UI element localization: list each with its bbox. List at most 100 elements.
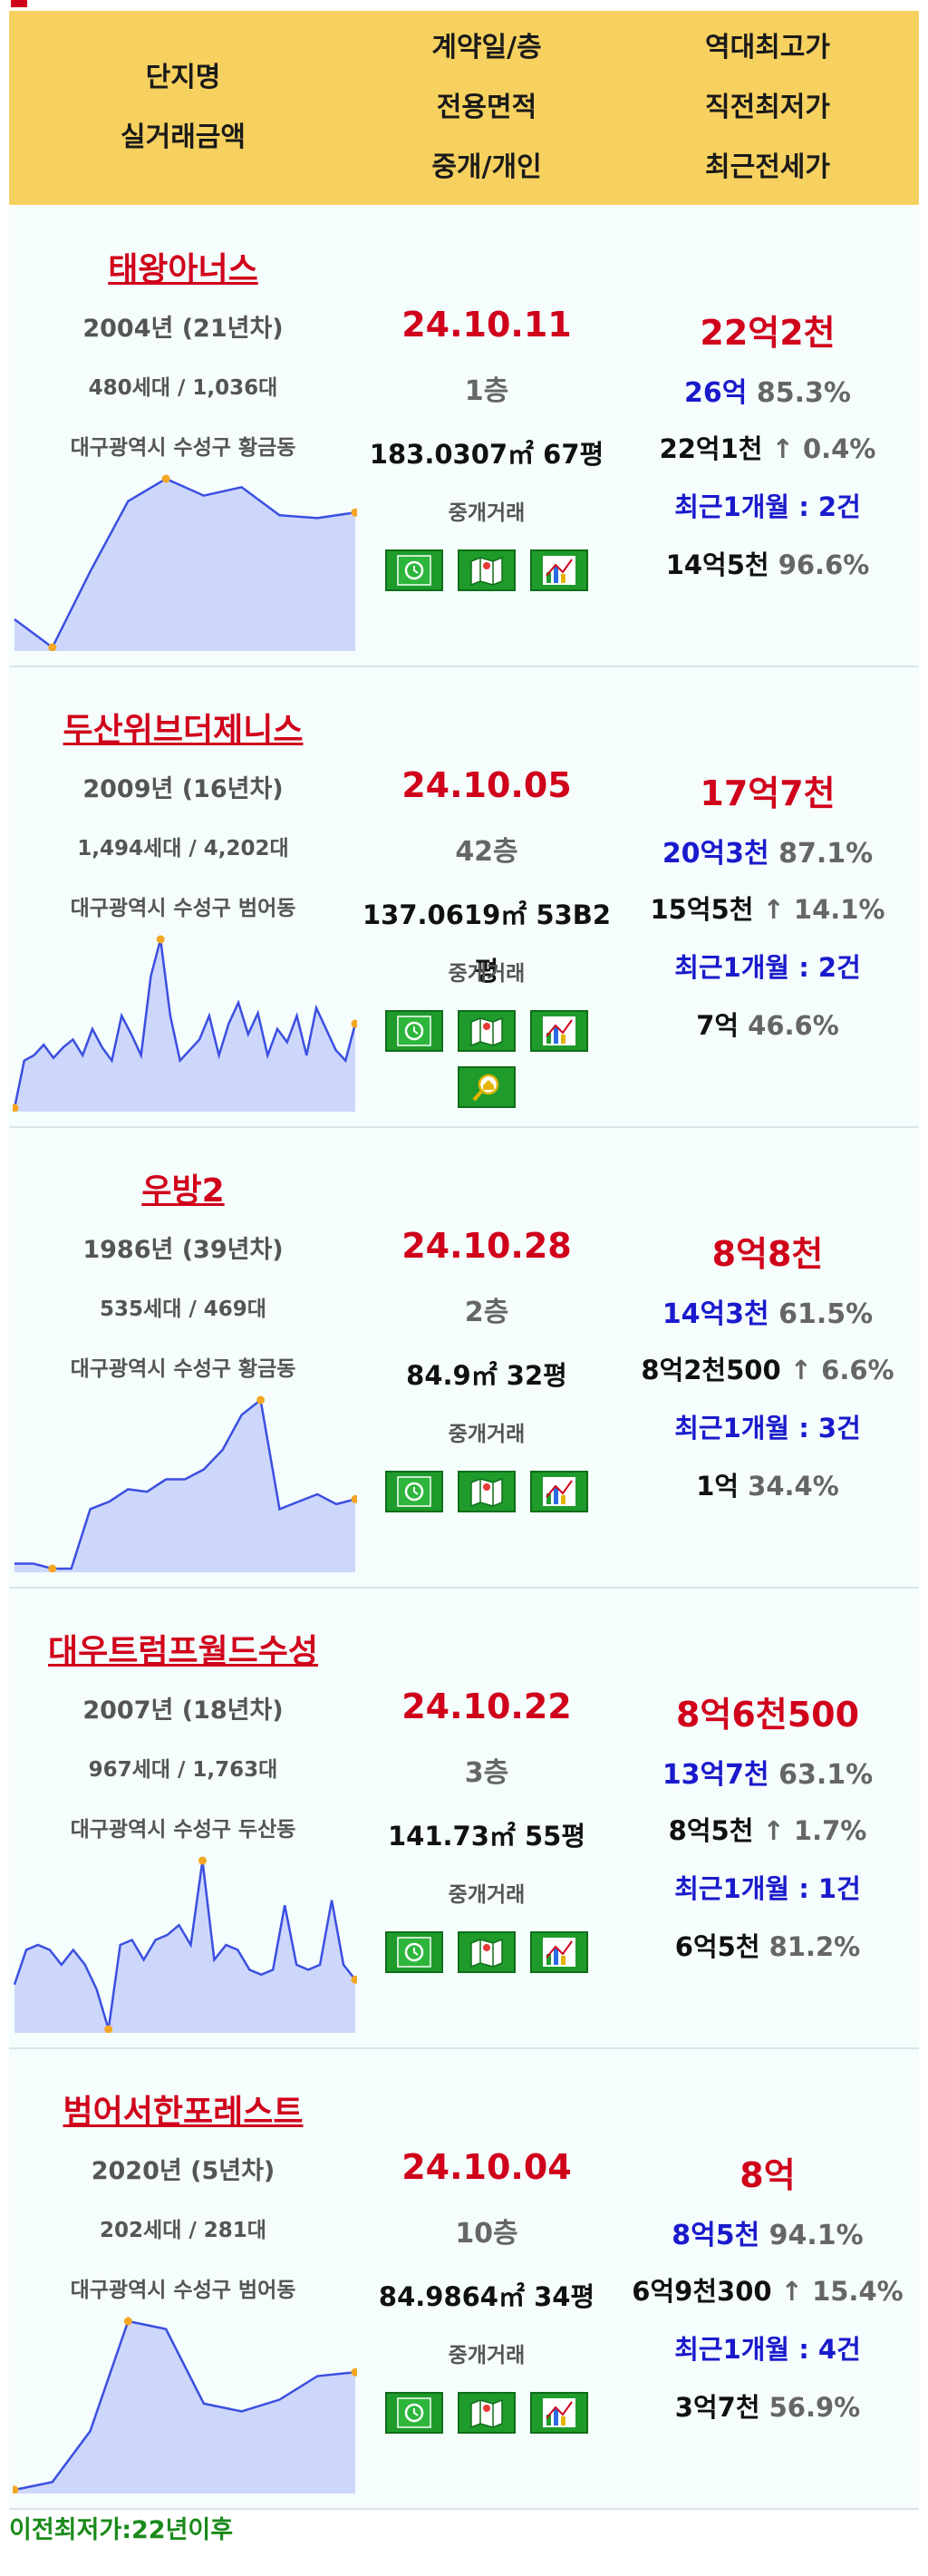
exclusive-area: 183.0307㎡ 67평 [369, 439, 604, 470]
complex-name-link[interactable]: 대우트럼프월드수성 [47, 1633, 319, 1670]
contract-date: 24.10.11 [401, 305, 572, 345]
sparkline-line [14, 477, 356, 649]
chart-button[interactable] [530, 549, 588, 591]
search-home-icon [467, 1071, 507, 1103]
sparkline-area [14, 1861, 355, 2033]
complex-info: 두산위브더제니스 2009년 (16년차) 1,494세대 / 4,202대 대구광역… [9, 667, 357, 1126]
household-count: 202세대 / 281대 [100, 2219, 266, 2242]
clock-button[interactable] [385, 549, 443, 591]
prev-low-value: 8억2천500 [641, 1355, 781, 1385]
map-button[interactable] [458, 1931, 516, 1973]
sparkline-point [198, 1856, 207, 1865]
clock-button[interactable] [385, 1471, 443, 1512]
chart-icon [539, 1015, 579, 1047]
recent-rent-price: 14억5천 96.6% [616, 544, 919, 582]
map-icon [467, 1015, 507, 1047]
sparkline-area [14, 479, 355, 651]
build-year: 2007년 (18년차) [82, 1696, 284, 1725]
rent-price-value: 7억 [696, 1010, 740, 1041]
prev-low-value: 8억5천 [668, 1815, 754, 1846]
chart-button[interactable] [530, 1931, 588, 1973]
recent-count-link[interactable]: 최근1개월 : 3건 [674, 1413, 861, 1444]
search-home-button[interactable] [458, 1066, 516, 1108]
recent-rent-price: 3억7천 56.9% [616, 2386, 919, 2425]
clock-button[interactable] [385, 1931, 443, 1973]
complex-name-link[interactable]: 태왕아너스 [108, 251, 258, 288]
peak-price: 13억7천 63.1% [616, 1752, 919, 1792]
address: 대구광역시 수성구 범어동 [70, 897, 296, 920]
peak-price-pct: 63.1% [778, 1759, 874, 1791]
prev-low-price: 8억2천500 ↑ 6.6% [616, 1349, 919, 1387]
peak-price-pct: 94.1% [768, 2220, 864, 2251]
complex-info: 우방2 1986년 (39년차) 535세대 / 469대 대구광역시 수성구 황금동 [9, 1128, 357, 1587]
peak-price-pct: 87.1% [778, 838, 874, 870]
header-label: 역대최고가 [705, 32, 830, 63]
recent-count-link[interactable]: 최근1개월 : 2건 [674, 491, 861, 522]
sparkline-area [14, 939, 355, 1112]
rent-price-value: 1억 [696, 1471, 740, 1502]
sparkline-point [351, 2367, 357, 2377]
exclusive-area: 84.9㎡ 32평 [406, 1360, 567, 1391]
list-item: 두산위브더제니스 2009년 (16년차) 1,494세대 / 4,202대 대구광역… [9, 667, 919, 1128]
contract-date: 24.10.22 [401, 1687, 572, 1726]
floor: 3층 [464, 1757, 509, 1789]
list-item: 우방2 1986년 (39년차) 535세대 / 469대 대구광역시 수성구 황금동… [9, 1128, 919, 1589]
header-label: 중개/개인 [431, 151, 542, 183]
complex-name-link[interactable]: 우방2 [141, 1172, 225, 1210]
floor: 2층 [464, 1297, 509, 1328]
sparkline-point [351, 1494, 357, 1503]
complex-info: 대우트럼프월드수성 2007년 (18년차) 967세대 / 1,763대 대구광역시… [9, 1589, 357, 2047]
sparkline-area [14, 2321, 355, 2493]
deal-type: 중개거래 [448, 962, 526, 986]
map-button[interactable] [458, 1471, 516, 1512]
floor: 1층 [464, 375, 509, 407]
map-button[interactable] [458, 1010, 516, 1052]
header-col-prices: 역대최고가 직전최저가 최근전세가 [616, 18, 919, 198]
sparkline-point [351, 1019, 357, 1028]
header-label: 직전최저가 [705, 92, 830, 123]
map-button[interactable] [458, 549, 516, 591]
address: 대구광역시 수성구 황금동 [70, 1357, 296, 1381]
header-label: 최근전세가 [705, 151, 830, 183]
price-sparkline [13, 2317, 357, 2493]
contract-info: 24.10.22 3층 141.73㎡ 55평 중개거래 [357, 1589, 616, 2047]
chart-button[interactable] [530, 1010, 588, 1052]
peak-price-pct: 61.5% [778, 1298, 874, 1330]
recent-count-link[interactable]: 최근1개월 : 4건 [674, 2334, 861, 2365]
map-icon [467, 1936, 507, 1968]
contract-date: 24.10.28 [401, 1226, 572, 1266]
address: 대구광역시 수성구 범어동 [70, 2279, 296, 2302]
deal-type: 중개거래 [448, 501, 526, 525]
recent-rent-price: 1억 34.4% [616, 1465, 919, 1503]
header-col-contract: 계약일/층 전용면적 중개/개인 [357, 18, 616, 198]
rent-price-pct: 46.6% [748, 1010, 839, 1041]
chart-button[interactable] [530, 1471, 588, 1512]
contract-date: 24.10.05 [401, 765, 572, 805]
price-info: 8억8천 14억3천 61.5% 8억2천500 ↑ 6.6% 최근1개월 : 3건 1… [616, 1128, 919, 1587]
deal-type: 중개거래 [448, 1883, 526, 1907]
clock-button[interactable] [385, 2392, 443, 2434]
recent-count-link[interactable]: 최근1개월 : 1건 [674, 1873, 861, 1904]
header-label: 실거래금액 [121, 122, 246, 153]
footer-note: 이전최저가:22년이후 [9, 2516, 234, 2544]
sparkline-point [123, 2317, 132, 2326]
peak-price-value: 8억5천 [672, 2220, 760, 2251]
floor: 10층 [455, 2218, 518, 2250]
recent-rent-price: 7억 46.6% [616, 1005, 919, 1043]
map-icon [467, 1475, 507, 1508]
prev-low-change: ↑ 1.7% [762, 1815, 867, 1846]
complex-name-link[interactable]: 범어서한포레스트 [63, 2094, 304, 2131]
complex-name-link[interactable]: 두산위브더제니스 [63, 712, 304, 749]
recent-count-link[interactable]: 최근1개월 : 2건 [674, 952, 861, 983]
map-button[interactable] [458, 2392, 516, 2434]
action-icons [357, 1931, 616, 1973]
price-info: 8억6천500 13억7천 63.1% 8억5천 ↑ 1.7% 최근1개월 : 1건 6… [616, 1589, 919, 2047]
rent-price-pct: 34.4% [748, 1471, 839, 1502]
clock-icon [394, 1015, 434, 1047]
clock-icon [394, 1936, 434, 1968]
sparkline-point [256, 1395, 266, 1405]
action-icons [357, 549, 616, 591]
clock-button[interactable] [385, 1010, 443, 1052]
chart-button[interactable] [530, 2392, 588, 2434]
contract-info: 24.10.28 2층 84.9㎡ 32평 중개거래 [357, 1128, 616, 1587]
